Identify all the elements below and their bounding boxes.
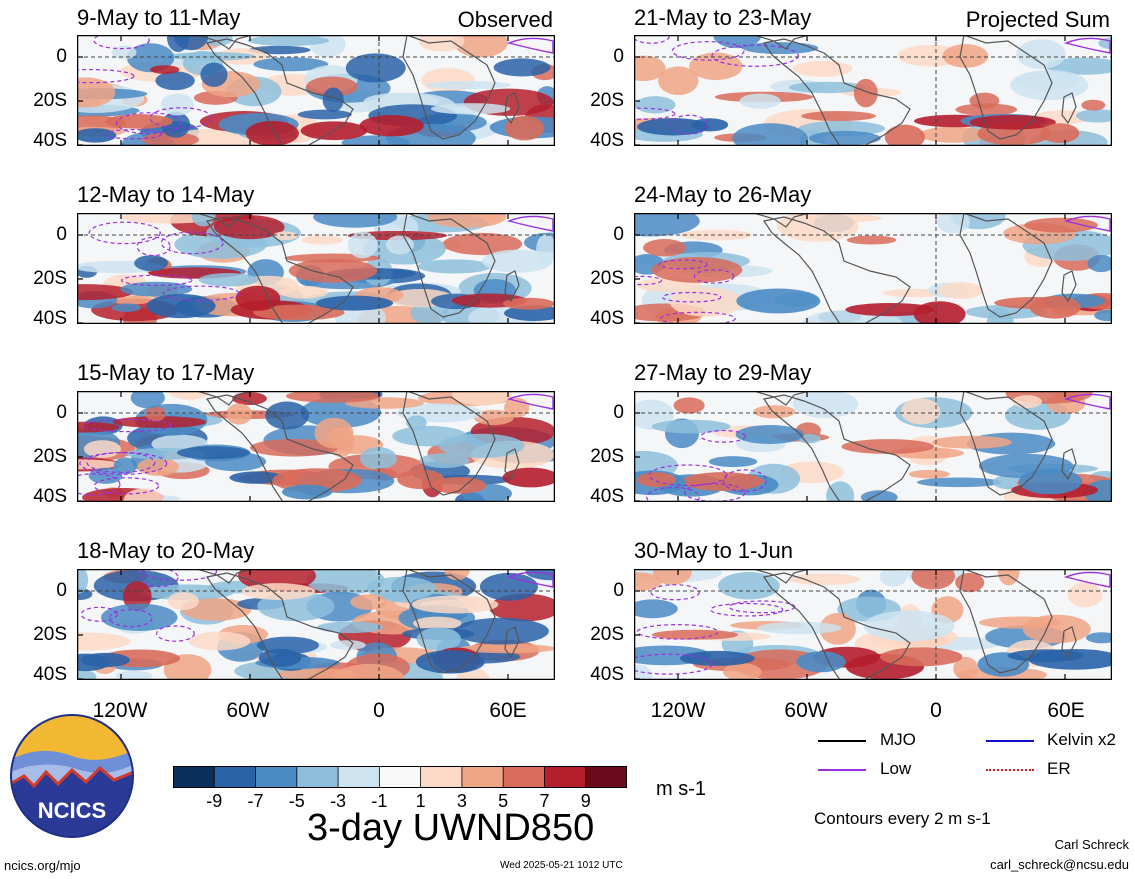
colorbar-tick: 7 <box>539 791 550 811</box>
lat-label: 20S <box>590 624 624 645</box>
lat-label: 0 <box>56 46 67 67</box>
lat-label: 40S <box>590 486 624 507</box>
colorbar-swatch <box>503 766 545 788</box>
lat-label: 40S <box>590 308 624 329</box>
lat-label: 0 <box>56 580 67 601</box>
panel-title: 21-May to 23-May <box>634 5 812 30</box>
panel-title: 9-May to 11-May <box>77 5 241 30</box>
colorbar-tick: -3 <box>330 791 347 811</box>
colorbar-units: m s-1 <box>656 778 706 800</box>
colorbar-swatch <box>585 766 628 788</box>
legend-mjo: MJO <box>880 730 916 749</box>
map-panel <box>39 21 576 159</box>
legend-er: ER <box>1047 759 1071 778</box>
colorbar-tick: 9 <box>580 791 591 811</box>
lat-label: 20S <box>33 624 67 645</box>
lon-label: 120W <box>92 699 148 722</box>
colorbar-tick: -1 <box>371 791 388 811</box>
map-panel <box>612 558 1122 691</box>
lon-label: 60E <box>1047 699 1085 722</box>
colorbar-swatch <box>420 766 463 788</box>
colorbar-tick: 5 <box>498 791 509 811</box>
lon-label: 60E <box>489 699 527 722</box>
legend-low: Low <box>880 759 912 778</box>
timestamp: Wed 2025-05-21 1012 UTC <box>500 860 623 871</box>
lat-label: 20S <box>590 268 624 289</box>
lat-label: 0 <box>56 224 67 245</box>
lat-label: 40S <box>33 130 67 151</box>
colorbar-tick: -5 <box>288 791 305 811</box>
figure-title: 3-day UWND850 <box>307 807 595 849</box>
colorbar <box>173 766 628 788</box>
projected-label: Projected Sum <box>965 7 1110 32</box>
lat-label: 0 <box>613 46 624 67</box>
mjo-line <box>818 740 866 742</box>
lat-label: 20S <box>590 446 624 467</box>
colorbar-swatch <box>214 766 257 788</box>
panel-title: 24-May to 26-May <box>634 182 812 207</box>
lat-label: 40S <box>33 486 67 507</box>
colorbar-tick: 3 <box>456 791 467 811</box>
observed-label: Observed <box>457 7 553 32</box>
low-line <box>818 769 866 771</box>
kelvin-line <box>986 740 1034 742</box>
lat-label: 0 <box>613 580 624 601</box>
lon-label: 60W <box>226 699 270 722</box>
lat-label: 0 <box>56 402 67 423</box>
ncics-logo: NCICS <box>10 714 134 838</box>
map-panel <box>600 23 1125 155</box>
colorbar-swatch <box>544 766 587 788</box>
colorbar-tick: -7 <box>247 791 264 811</box>
logo-text: NCICS <box>38 798 106 823</box>
er-line <box>986 769 1034 771</box>
legend-kelvin: Kelvin x2 <box>1047 730 1116 749</box>
colorbar-tick: -9 <box>206 791 223 811</box>
author: Carl Schreck <box>1054 837 1129 852</box>
lat-label: 40S <box>590 664 624 685</box>
panel-title: 18-May to 20-May <box>77 538 255 563</box>
lat-label: 40S <box>33 664 67 685</box>
lat-label: 40S <box>33 308 67 329</box>
contour-note: Contours every 2 m s-1 <box>814 809 991 828</box>
colorbar-swatch <box>461 766 504 788</box>
lat-label: 0 <box>613 402 624 423</box>
lat-label: 20S <box>33 268 67 289</box>
lat-label: 0 <box>613 224 624 245</box>
author-email[interactable]: carl_schreck@ncsu.edu <box>990 857 1129 872</box>
panel-title: 27-May to 29-May <box>634 360 812 385</box>
lon-label: 0 <box>373 699 385 722</box>
lat-label: 20S <box>33 90 67 111</box>
site-link[interactable]: ncics.org/mjo <box>4 858 81 873</box>
panel-title: 12-May to 14-May <box>77 182 255 207</box>
map-panel <box>600 202 1130 340</box>
lat-label: 20S <box>33 446 67 467</box>
map-panel <box>38 559 577 696</box>
colorbar-swatch <box>296 766 339 788</box>
lat-label: 20S <box>590 90 624 111</box>
lon-label: 0 <box>930 699 942 722</box>
panel-title: 15-May to 17-May <box>77 360 255 385</box>
colorbar-tick: 1 <box>415 791 426 811</box>
panel-title: 30-May to 1-Jun <box>634 538 793 563</box>
lat-label: 40S <box>590 130 624 151</box>
colorbar-swatch <box>338 766 380 788</box>
lon-label: 60W <box>784 699 828 722</box>
map-panel <box>607 383 1135 511</box>
lon-label: 120W <box>650 699 706 722</box>
colorbar-swatch <box>379 766 422 788</box>
map-panel <box>34 380 571 513</box>
map-panel <box>36 204 576 334</box>
colorbar-swatch <box>255 766 298 788</box>
colorbar-swatch <box>173 766 215 788</box>
